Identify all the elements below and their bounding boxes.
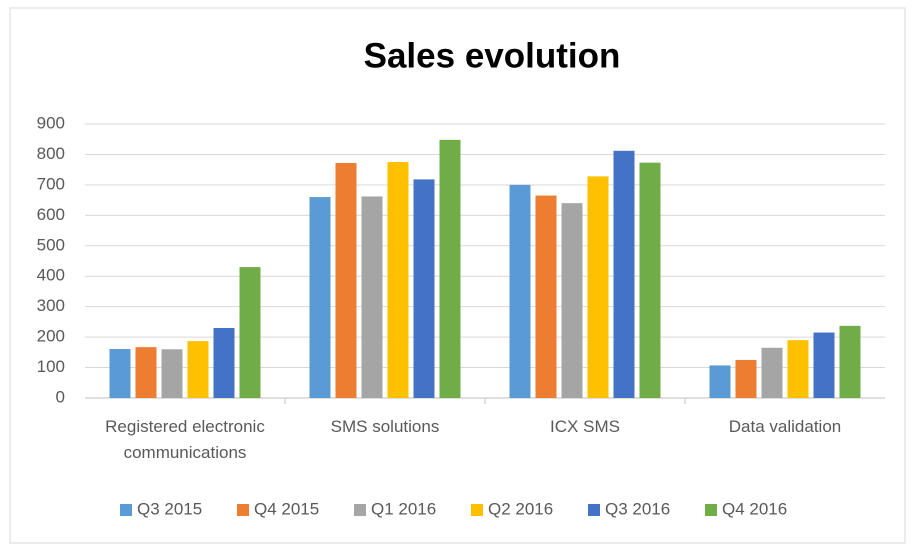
- bar: [735, 359, 757, 398]
- legend-swatch: [471, 504, 483, 516]
- bar: [639, 162, 661, 398]
- x-tick-label: SMS solutions: [330, 417, 440, 436]
- bar: [239, 267, 261, 398]
- bar: [613, 150, 635, 398]
- x-tick-label: Registered electronic communications: [105, 417, 265, 462]
- y-tick-label: 100: [37, 357, 65, 376]
- legend-swatch: [120, 504, 132, 516]
- bar: [161, 349, 183, 398]
- x-tick-label: ICX SMS: [550, 417, 620, 436]
- legend-label: Q3 2016: [605, 499, 670, 518]
- bar: [135, 347, 157, 398]
- chart-title: Sales evolution: [364, 36, 621, 75]
- x-tick-label: Data validation: [728, 417, 842, 436]
- bar: [787, 340, 809, 398]
- legend-label: Q4 2016: [722, 499, 787, 518]
- bar: [509, 184, 531, 398]
- bar: [813, 332, 835, 398]
- y-tick-label: 0: [56, 387, 65, 406]
- bar: [709, 365, 731, 398]
- legend-swatch: [588, 504, 600, 516]
- y-tick-label: 500: [37, 235, 65, 254]
- bar: [361, 196, 383, 398]
- legend-label: Q3 2015: [137, 499, 202, 518]
- bar: [213, 327, 235, 398]
- legend-label: Q4 2015: [254, 499, 319, 518]
- bar: [839, 325, 861, 398]
- y-tick-label: 700: [37, 174, 65, 193]
- bar: [413, 179, 435, 398]
- legend-swatch: [237, 504, 249, 516]
- bar: [535, 195, 557, 398]
- bar: [587, 176, 609, 398]
- bar: [187, 341, 209, 398]
- bar: [439, 139, 461, 398]
- y-tick-label: 200: [37, 327, 65, 346]
- y-tick-label: 800: [37, 144, 65, 163]
- legend-swatch: [705, 504, 717, 516]
- legend-label: Q1 2016: [371, 499, 436, 518]
- bar: [109, 348, 131, 398]
- legend-label: Q2 2016: [488, 499, 553, 518]
- y-tick-label: 600: [37, 205, 65, 224]
- bar: [309, 197, 331, 398]
- bar: [561, 203, 583, 398]
- y-tick-label: 900: [37, 113, 65, 132]
- y-tick-label: 300: [37, 296, 65, 315]
- bar: [335, 162, 357, 398]
- bar: [387, 162, 409, 398]
- legend-swatch: [354, 504, 366, 516]
- y-tick-label: 400: [37, 266, 65, 285]
- bar: [761, 347, 783, 398]
